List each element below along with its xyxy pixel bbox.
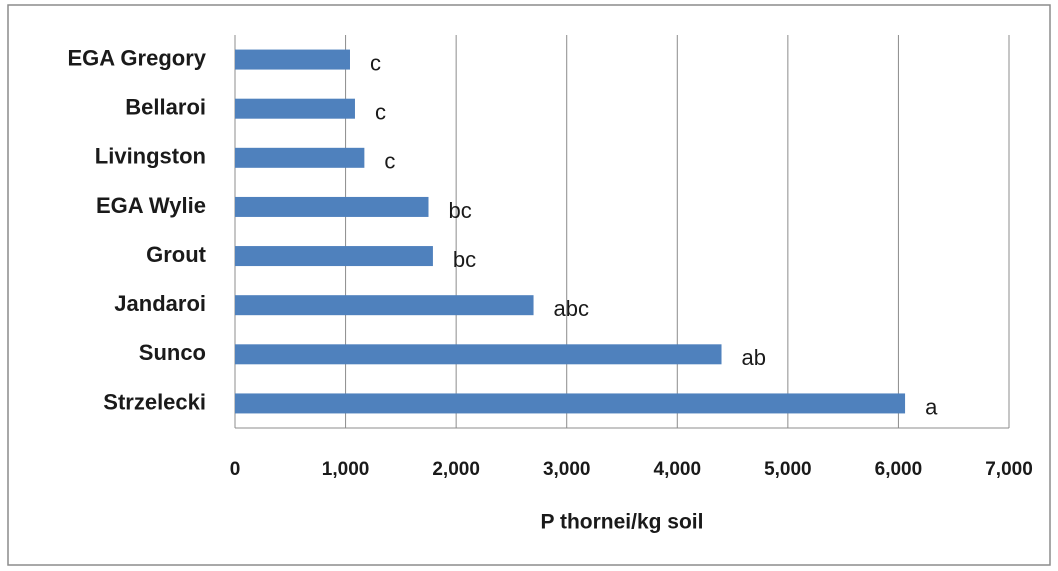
y-tick-label: Bellaroi (125, 95, 206, 120)
x-tick-label: 6,000 (875, 459, 923, 480)
x-axis-title: P thornei/kg soil (541, 511, 704, 534)
y-tick-label: Jandaroi (114, 291, 206, 316)
y-tick-label: Sunco (139, 340, 206, 365)
bar (235, 98, 355, 119)
significance-label: bc (449, 198, 472, 223)
x-tick-label: 2,000 (432, 459, 480, 480)
significance-label: c (375, 100, 386, 125)
significance-label: a (925, 394, 938, 419)
bar (235, 295, 534, 316)
bar (235, 147, 365, 168)
bar (235, 49, 350, 70)
chart-border (7, 4, 1051, 566)
significance-label: ab (742, 345, 766, 370)
x-tick-label: 1,000 (322, 459, 370, 480)
bar (235, 196, 429, 217)
bar (235, 393, 906, 414)
y-tick-label: EGA Gregory (67, 45, 206, 70)
x-tick-label: 4,000 (654, 459, 702, 480)
significance-label: bc (453, 247, 476, 272)
y-tick-label: Strzelecki (103, 389, 206, 414)
x-tick-label: 0 (230, 459, 241, 480)
bar (235, 344, 722, 365)
significance-label: c (384, 149, 395, 174)
y-tick-label: Livingston (95, 144, 206, 169)
bar (235, 246, 433, 267)
x-tick-label: 3,000 (543, 459, 591, 480)
significance-label: c (370, 50, 381, 75)
significance-label: abc (554, 296, 589, 321)
x-tick-label: 5,000 (764, 459, 812, 480)
y-tick-label: EGA Wylie (96, 193, 206, 218)
y-tick-label: Grout (146, 242, 207, 267)
x-tick-label: 7,000 (985, 459, 1033, 480)
